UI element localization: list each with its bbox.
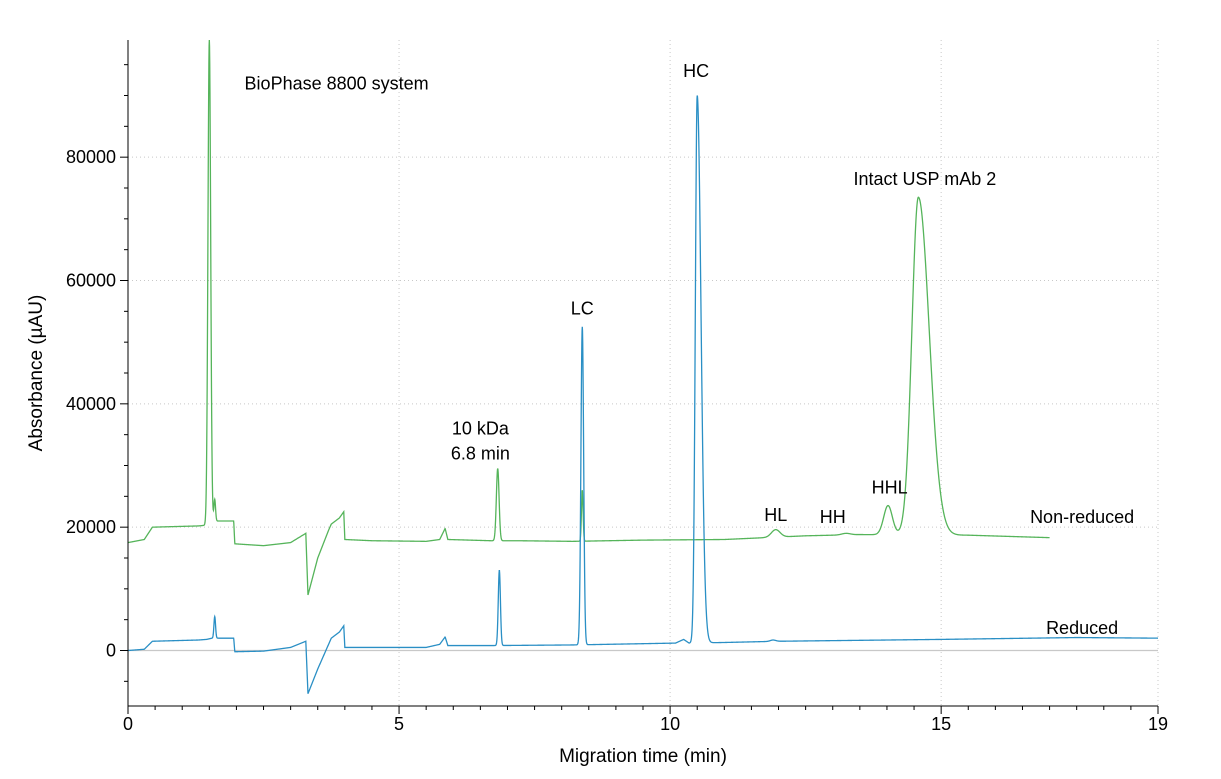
axes: 0 5 10 15 19 0 20000 40000 60000 80000 bbox=[66, 40, 1168, 734]
annotation-hhl: HHL bbox=[872, 477, 908, 497]
y-tick-label: 40000 bbox=[66, 394, 116, 414]
annotation-lc: LC bbox=[571, 298, 594, 318]
y-tick-label: 0 bbox=[106, 641, 116, 661]
grid-lines bbox=[128, 40, 1159, 706]
x-tick-label: 0 bbox=[123, 714, 133, 734]
peak-annotations: BioPhase 8800 system HC LC Intact USP mAb 2… bbox=[245, 61, 1135, 638]
series-reduced-line bbox=[127, 95, 1158, 694]
x-tick-label: 5 bbox=[394, 714, 404, 734]
x-axis-title: Migration time (min) bbox=[559, 746, 727, 767]
annotation-kda: 10 kDa bbox=[452, 419, 510, 439]
annotation-nonreduced: Non-reduced bbox=[1030, 507, 1134, 527]
annotation-hc: HC bbox=[683, 61, 709, 81]
series-non-reduced-line bbox=[127, 39, 1050, 596]
y-axis-title: Absorbance (µAU) bbox=[26, 295, 47, 452]
series-traces bbox=[127, 39, 1158, 694]
annotation-reduced: Reduced bbox=[1046, 618, 1118, 638]
annotation-min: 6.8 min bbox=[451, 443, 510, 463]
x-tick-label: 19 bbox=[1148, 714, 1168, 734]
y-tick-label: 80000 bbox=[66, 147, 116, 167]
y-tick-label: 60000 bbox=[66, 271, 116, 291]
x-tick-label: 15 bbox=[931, 714, 951, 734]
annotation-hh: HH bbox=[820, 507, 846, 527]
annotation-intact: Intact USP mAb 2 bbox=[854, 169, 997, 189]
x-tick-label: 10 bbox=[660, 714, 680, 734]
annotation-hl: HL bbox=[764, 505, 787, 525]
annotation-system: BioPhase 8800 system bbox=[245, 73, 429, 93]
y-tick-label: 20000 bbox=[66, 517, 116, 537]
